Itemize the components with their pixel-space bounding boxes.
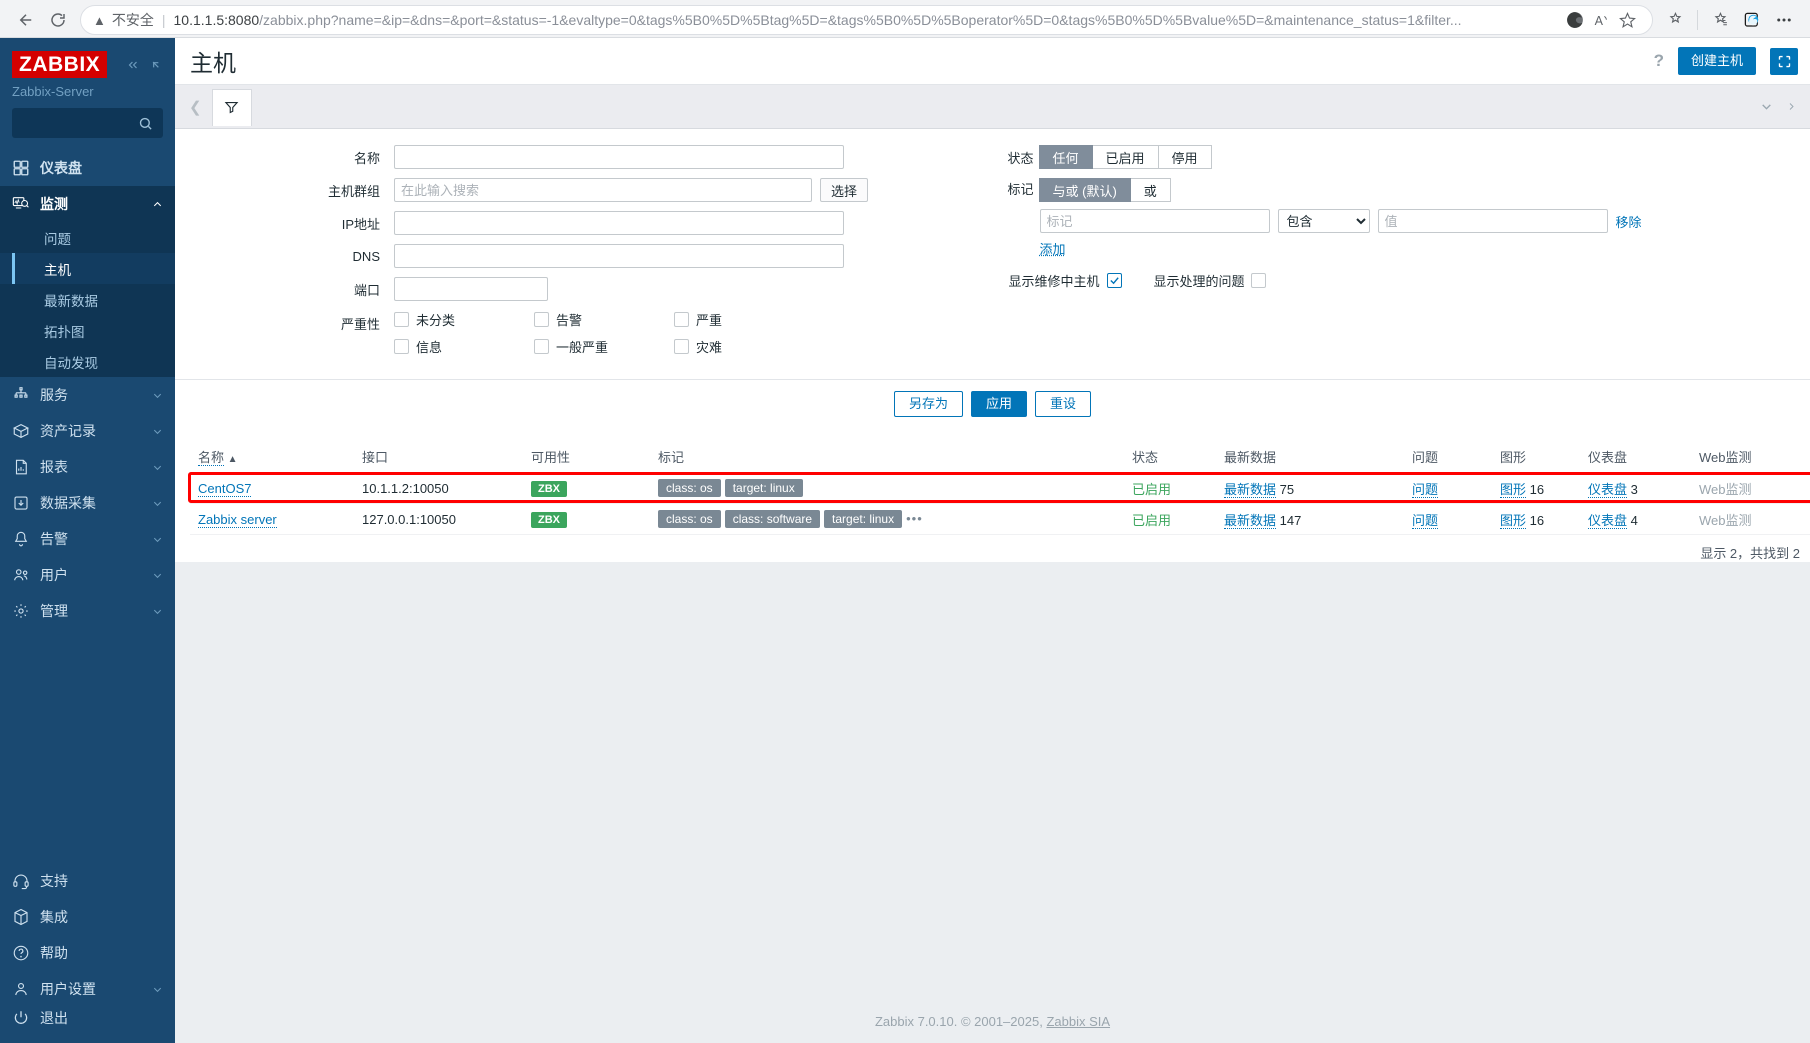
svg-text:A: A xyxy=(1595,13,1604,27)
